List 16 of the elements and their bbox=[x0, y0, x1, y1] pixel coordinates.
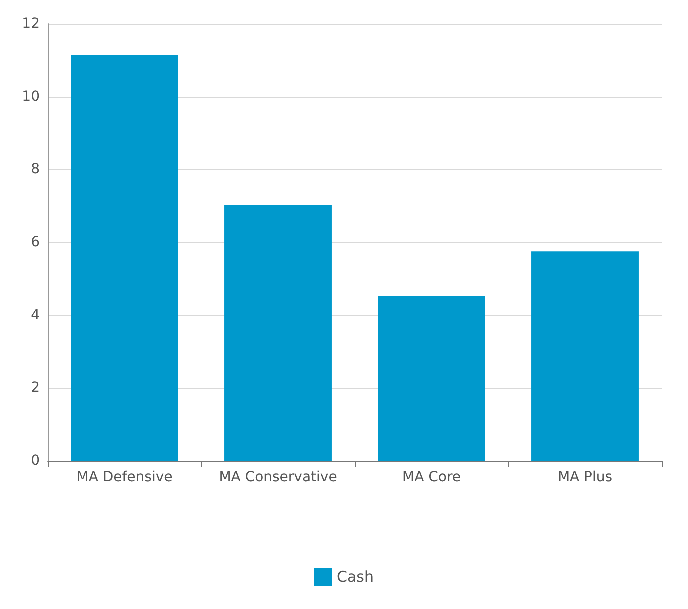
y-tick-label: 2 bbox=[31, 380, 40, 396]
bar bbox=[224, 205, 332, 461]
y-tick-label: 6 bbox=[31, 234, 40, 250]
bar bbox=[378, 296, 486, 461]
x-tick-label: MA Core bbox=[402, 470, 462, 486]
x-tick-label: MA Plus bbox=[558, 470, 613, 486]
bar bbox=[532, 252, 639, 461]
bar bbox=[71, 54, 178, 461]
legend-label: Cash bbox=[337, 568, 374, 586]
x-tick-label: MA Defensive bbox=[76, 470, 173, 486]
y-tick-label: 4 bbox=[31, 307, 40, 324]
y-tick-label: 0 bbox=[31, 453, 40, 469]
x-tick-label: MA Conservative bbox=[219, 470, 338, 486]
y-tick-label: 12 bbox=[22, 16, 40, 32]
y-tick-label: 10 bbox=[22, 88, 40, 105]
y-tick-label: 8 bbox=[31, 162, 40, 178]
